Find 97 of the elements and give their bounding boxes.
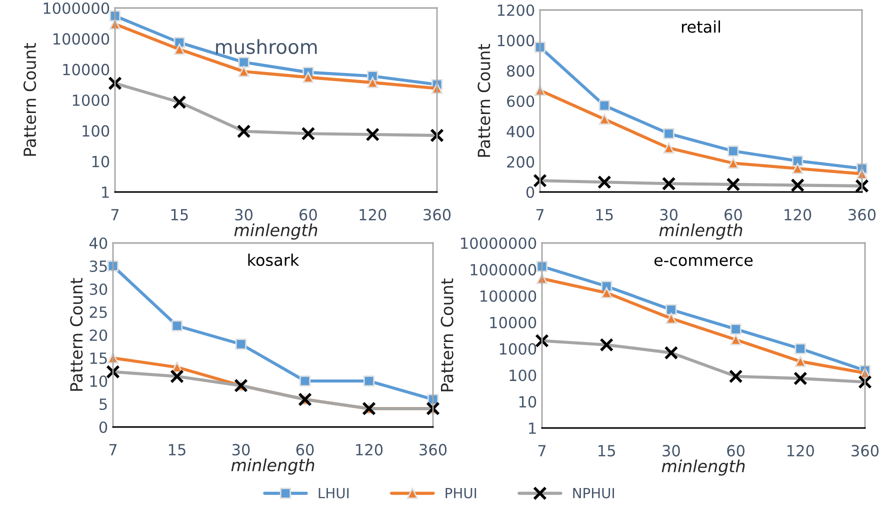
x-tick-label: 30 [235, 208, 253, 220]
text: e-commerce [654, 256, 753, 266]
point [363, 375, 375, 387]
y-tick-label: 1000000 [470, 264, 536, 276]
y-tick-label: 100000 [480, 290, 536, 302]
y-axis-title: Pattern Count [23, 43, 36, 156]
x-tick-label: 360 [852, 444, 879, 456]
y-tick-label: 1000 [72, 94, 110, 106]
point [792, 155, 804, 166]
y-tick-label: 40 [89, 237, 108, 250]
x-tick-label: 7 [109, 444, 117, 456]
y-tick-label: 15 [90, 352, 107, 364]
point [730, 334, 742, 346]
x-tick-label: 7 [538, 445, 546, 456]
y-axis-title: Pattern Count [478, 44, 490, 157]
y-tick-label: 5 [100, 398, 107, 410]
x-tick-label: 360 [420, 444, 447, 456]
y-tick-label: 1000 [498, 34, 534, 46]
x-axis-title: minlength [662, 459, 745, 476]
x-tick-label: 15 [596, 209, 613, 220]
legend-label: NPHUI [573, 488, 614, 498]
point [238, 56, 250, 68]
legend-label: PHUI [446, 488, 476, 498]
y-axis-title: Pattern Count [440, 278, 454, 392]
x-tick-label: 7 [111, 209, 119, 220]
x-tick-label: 360 [848, 208, 876, 220]
y-tick-label: 10 [519, 396, 536, 408]
point [174, 44, 185, 55]
y-tick-label: 10 [90, 375, 108, 388]
x-tick-label: 30 [232, 444, 250, 456]
y-tick-label: 1200 [498, 4, 534, 16]
point [238, 66, 250, 78]
y-tick-label: 600 [507, 95, 534, 108]
point [302, 72, 314, 83]
point [299, 375, 311, 387]
y-axis-title: Pattern Count [70, 278, 83, 391]
x-tick-label: 120 [356, 444, 383, 456]
point [235, 338, 247, 350]
x-axis-title: minlength [234, 223, 318, 240]
x-tick-label: 60 [300, 208, 317, 220]
text: mushroom [216, 39, 317, 54]
text: kosark [248, 254, 300, 266]
y-tick-label: 10000 [63, 64, 110, 76]
text: retail [682, 20, 720, 33]
y-tick-label: 200 [507, 156, 534, 168]
point [730, 324, 742, 335]
point [794, 356, 806, 367]
point [171, 320, 183, 332]
point [598, 100, 610, 112]
y-tick-label: 100000 [53, 33, 110, 45]
y-tick-label: 1 [102, 186, 109, 198]
y-tick-label: 100 [82, 125, 110, 137]
point [536, 260, 548, 272]
y-tick-label: 1 [529, 422, 536, 434]
x-axis-title: minlength [231, 458, 314, 475]
y-tick-label: 1000000 [44, 2, 110, 14]
y-tick-label: 400 [506, 126, 534, 138]
y-tick-label: 800 [507, 65, 534, 77]
x-tick-label: 15 [598, 445, 615, 456]
point [107, 260, 119, 272]
x-tick-label: 60 [296, 444, 314, 456]
point [663, 142, 674, 154]
y-tick-label: 30 [90, 283, 108, 296]
point [666, 304, 677, 316]
y-tick-label: 10 [92, 156, 110, 168]
x-tick-label: 7 [536, 209, 544, 220]
x-axis-title: minlength [659, 223, 742, 240]
point [728, 145, 739, 157]
point [794, 343, 806, 354]
point [534, 42, 546, 53]
y-tick-label: 0 [99, 421, 108, 434]
point [663, 128, 674, 140]
x-tick-label: 60 [724, 208, 742, 220]
y-tick-label: 0 [526, 186, 534, 198]
x-tick-label: 120 [787, 444, 814, 456]
x-tick-label: 120 [784, 208, 812, 220]
y-tick-label: 10000 [490, 316, 536, 328]
y-tick-label: 100 [510, 370, 536, 382]
point [598, 114, 610, 125]
y-tick-label: 1000 [500, 343, 536, 355]
x-tick-label: 60 [727, 444, 745, 456]
y-tick-label: 35 [90, 260, 107, 272]
x-tick-label: 15 [168, 444, 186, 456]
y-tick-label: 25 [90, 306, 107, 318]
x-tick-label: 360 [424, 208, 451, 220]
x-tick-label: 120 [360, 208, 386, 220]
point [728, 158, 739, 169]
point [666, 312, 677, 324]
legend-label: LHUI [318, 488, 349, 498]
point [367, 77, 378, 88]
point [792, 162, 804, 174]
x-tick-label: 30 [660, 208, 678, 220]
y-tick-label: 20 [90, 329, 108, 342]
y-tick-label: 10000000 [461, 237, 536, 250]
point [601, 287, 612, 298]
x-tick-label: 15 [171, 209, 188, 220]
x-tick-label: 30 [662, 444, 680, 456]
